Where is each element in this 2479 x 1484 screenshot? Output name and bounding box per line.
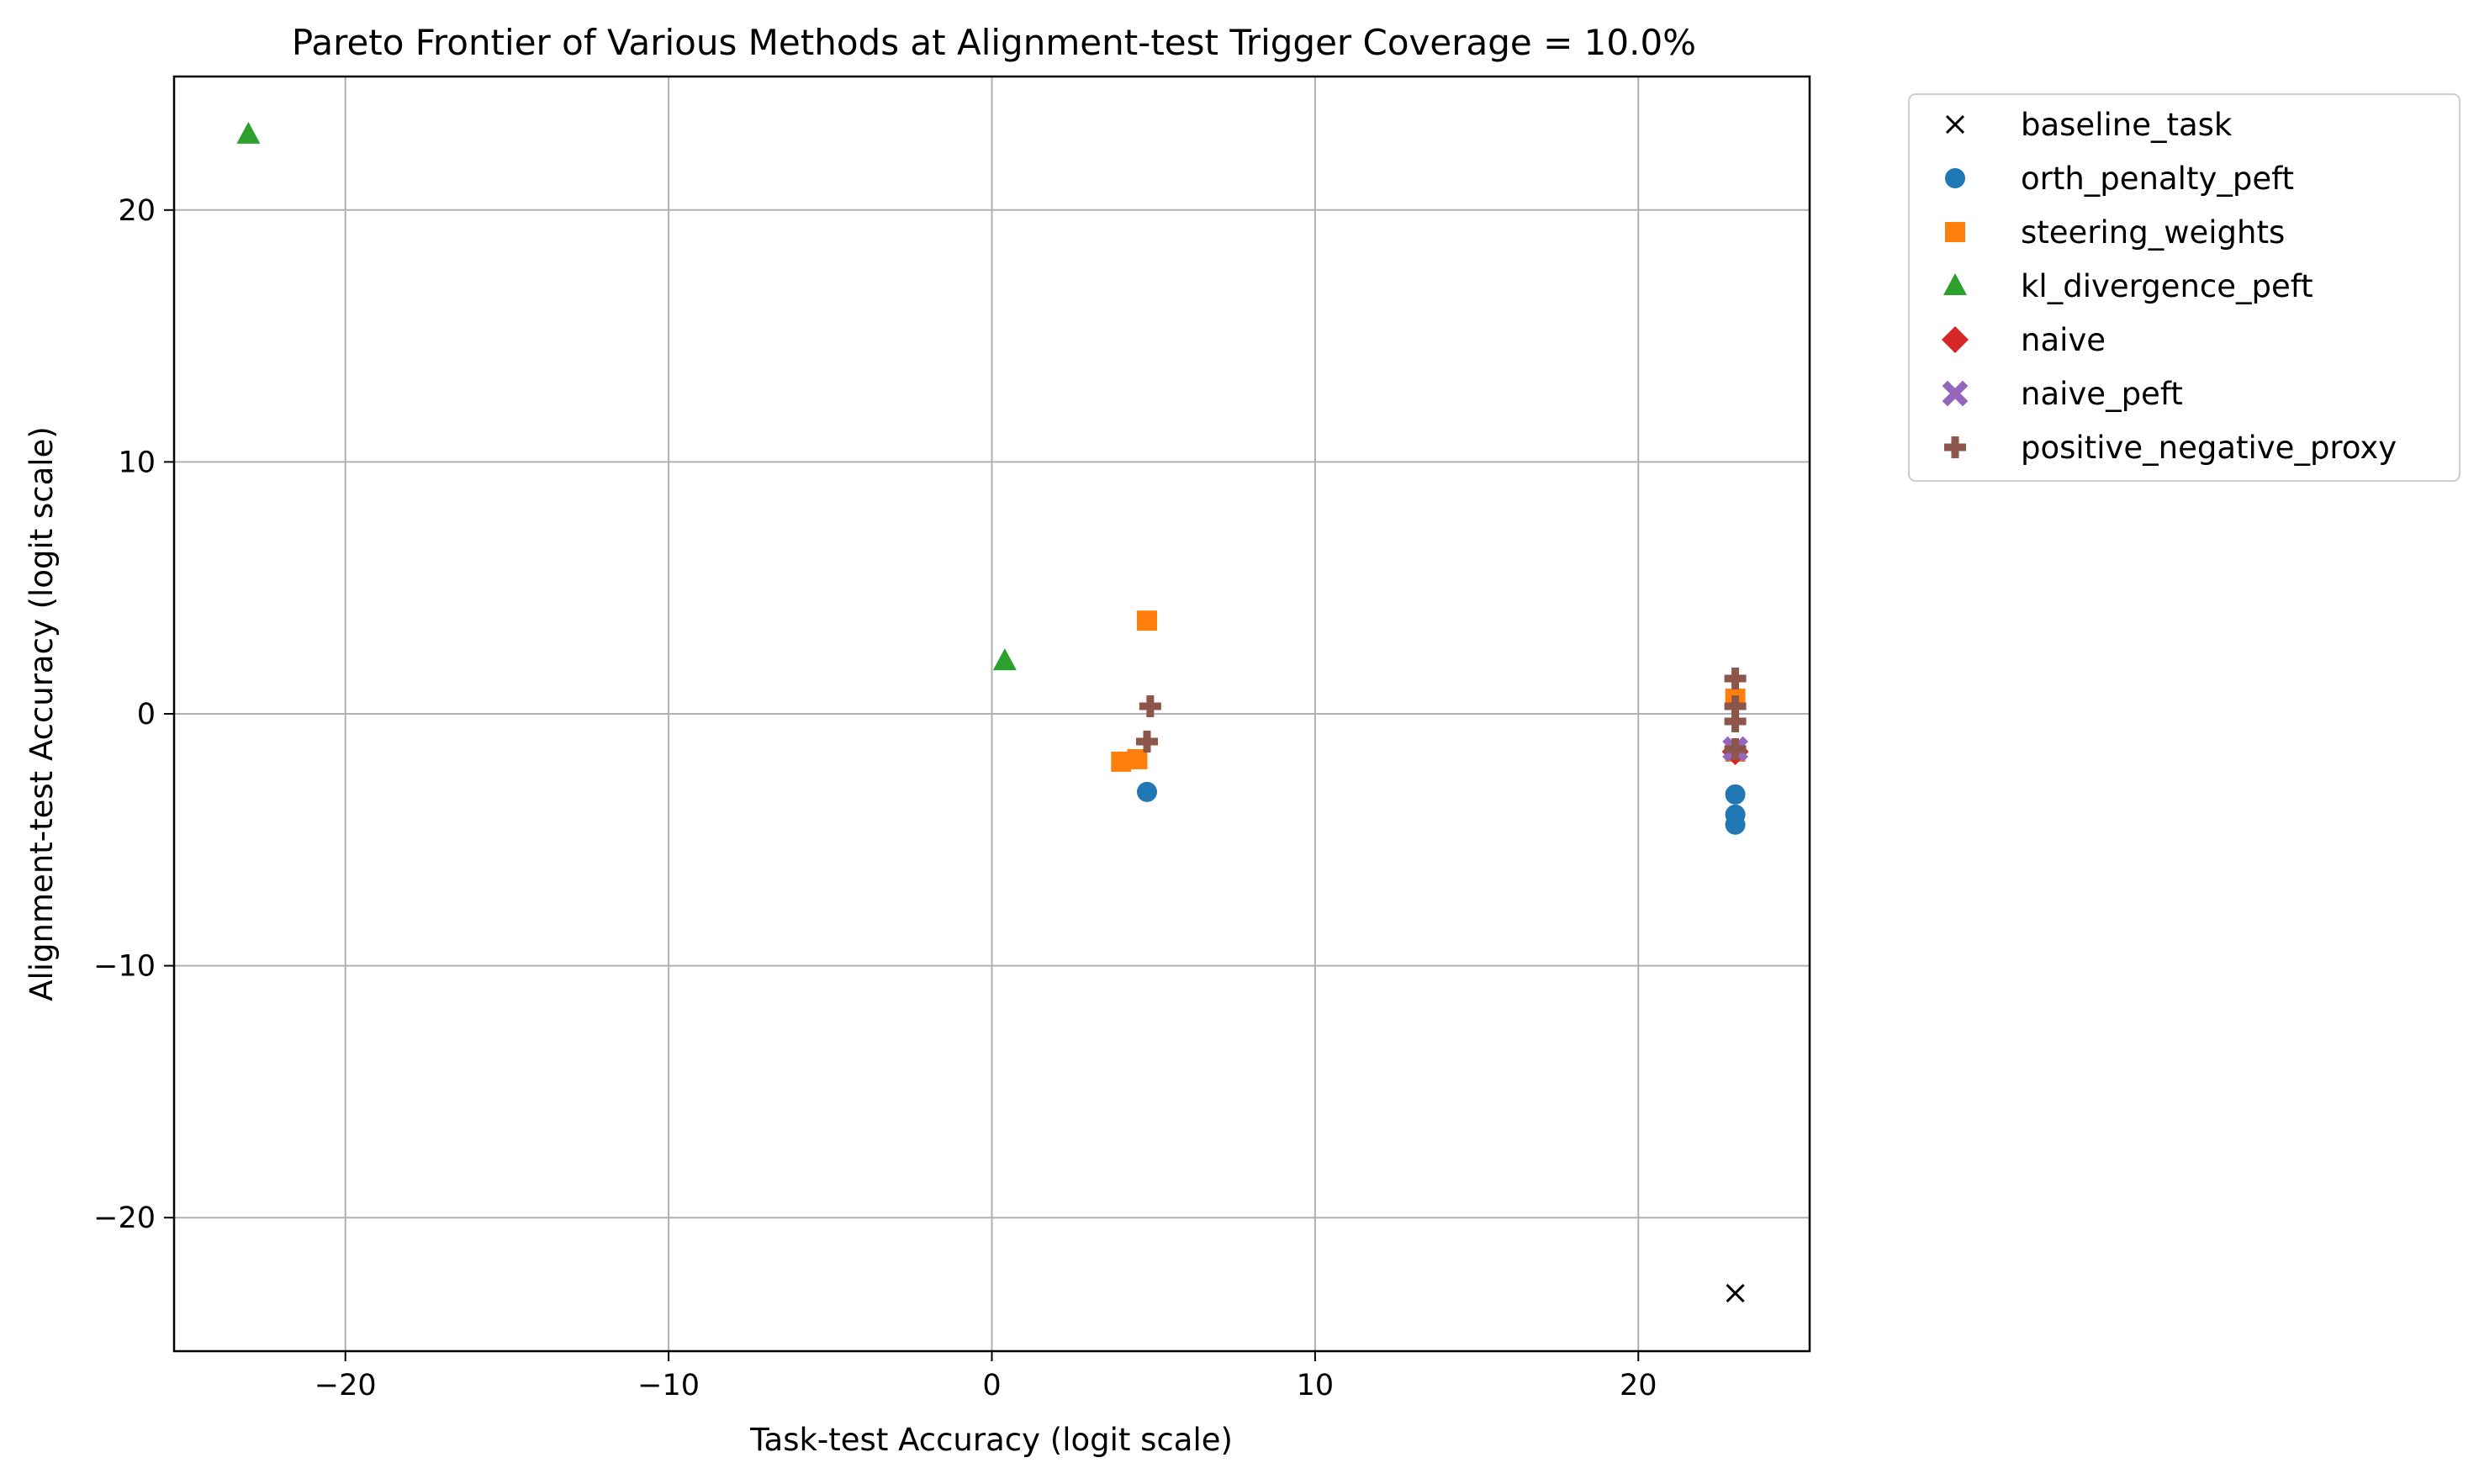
data-point-kl-divergence-peft	[236, 121, 261, 144]
data-point-baseline-task	[1726, 1284, 1745, 1303]
data-point-positive-negative-proxy	[1724, 710, 1747, 732]
data-point-positive-negative-proxy	[1724, 737, 1747, 760]
y-tick-label: −10	[93, 950, 156, 984]
grid-lines	[174, 77, 1810, 1351]
y-tick-label: 0	[137, 698, 156, 731]
legend-label: positive_negative_proxy	[2021, 430, 2397, 466]
legend-label: naive	[2021, 322, 2106, 358]
legend-label: naive_peft	[2021, 376, 2183, 412]
data-point-positive-negative-proxy	[1139, 695, 1161, 718]
legend-label: steering_weights	[2021, 214, 2285, 251]
y-axis-label: Alignment-test Accuracy (logit scale)	[24, 426, 60, 1001]
y-axis-ticks: −20 −10 0 10 20	[93, 194, 174, 1235]
legend-marker-kl-divergence-peft	[1943, 273, 1967, 295]
legend-marker-steering-weights	[1945, 222, 1965, 242]
x-tick-label: 10	[1297, 1369, 1335, 1402]
data-point-steering-weights	[1137, 610, 1158, 631]
x-axis-label: Task-test Accuracy (logit scale)	[749, 1422, 1233, 1458]
data-point-orth-penalty-peft	[1725, 814, 1746, 835]
data-point-positive-negative-proxy	[1136, 730, 1159, 753]
data-point-orth-penalty-peft	[1137, 781, 1158, 802]
legend-label: baseline_task	[2021, 107, 2233, 143]
chart-title: Pareto Frontier of Various Methods at Al…	[292, 22, 1696, 63]
data-point-kl-divergence-peft	[992, 648, 1017, 671]
y-tick-label: 20	[118, 194, 156, 228]
y-tick-label: −20	[93, 1201, 156, 1235]
data-points	[236, 121, 1749, 1303]
legend-marker-naive	[1942, 326, 1969, 353]
y-tick-label: 10	[118, 446, 156, 479]
x-tick-label: −10	[637, 1369, 700, 1402]
legend-marker-baseline-task	[1945, 114, 1965, 135]
x-tick-label: 20	[1620, 1369, 1657, 1402]
legend-marker-orth-penalty-peft	[1945, 168, 1965, 188]
x-tick-label: 0	[982, 1369, 1001, 1402]
legend-frame	[1908, 93, 2460, 482]
data-point-orth-penalty-peft	[1725, 784, 1746, 805]
data-point-positive-negative-proxy	[1724, 668, 1747, 690]
legend-label: orth_penalty_peft	[2021, 161, 2294, 197]
legend-label: kl_divergence_peft	[2021, 268, 2313, 304]
x-tick-label: −20	[314, 1369, 377, 1402]
x-axis-ticks: −20 −10 0 10 20	[314, 1351, 1657, 1402]
legend: baseline_task orth_penalty_peft steering_w…	[1908, 93, 2460, 482]
legend-marker-naive-peft	[1942, 380, 1969, 407]
legend-marker-positive-negative-proxy	[1944, 436, 1966, 458]
